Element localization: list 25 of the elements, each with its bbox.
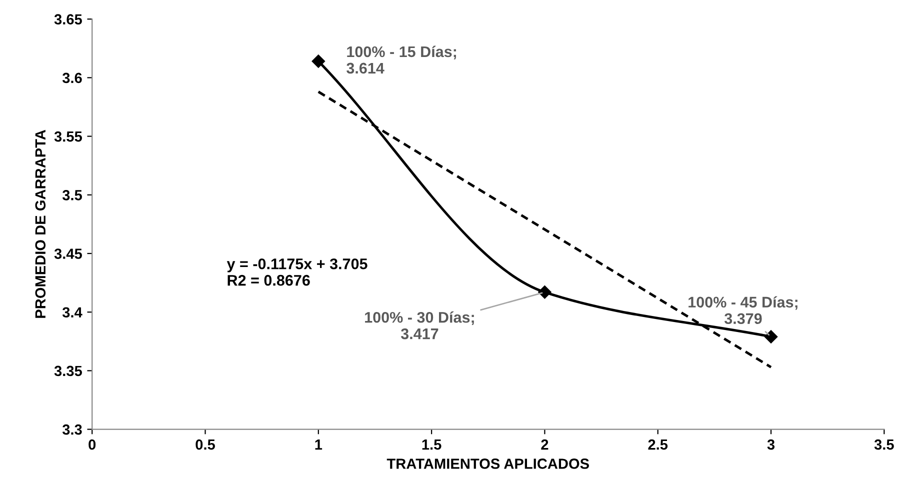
x-tick-label: 0.5 [196,439,215,450]
y-tick-label: 3.45 [54,248,82,259]
y-tick-label: 3.5 [62,190,82,200]
point [764,330,778,344]
data-label: 100% - 45 Días; 3.379 [688,296,798,324]
x-axis-title: TRATAMIENTOS APLICADOS [386,458,589,469]
x-tick-label: 1.5 [422,440,442,450]
annotation: y = -0.1175x + 3.705 R2 = 0.8676 [226,258,368,286]
x-tick-label: 2 [541,439,548,450]
point [312,54,325,68]
x-tick-label: 2.5 [648,439,668,450]
y-axis-title: PROMEDIO DE GARRAPTA [35,130,46,318]
point [538,286,552,299]
y-tick-label: 3.3 [62,424,82,435]
y-tick-label: 3.6 [62,72,82,84]
y-tick-label: 3.35 [54,366,82,376]
x-tick-label: 3.5 [874,439,894,450]
x-tick-label: 3 [767,439,775,450]
y-tick-label: 3.55 [54,131,82,142]
x-tick-label: 0 [88,439,96,450]
y-tick-label: 3.65 [54,14,82,25]
x-tick-label: 1 [315,440,322,450]
data-label: 100% - 30 Días; 3.417 [365,311,474,340]
data-label: 100% - 15 Días; 3.614 [346,46,456,74]
y-tick-label: 3.4 [62,307,82,318]
